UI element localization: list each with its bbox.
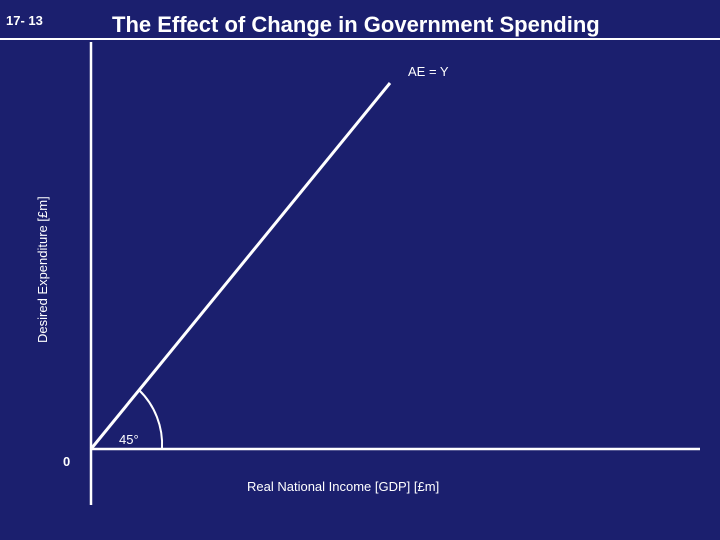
angle-label: 45° xyxy=(119,432,139,447)
y-axis-label: Desired Expenditure [£m] xyxy=(35,196,50,343)
x-axis-label: Real National Income [GDP] [£m] xyxy=(247,479,439,494)
ae-equals-y-line xyxy=(89,82,392,450)
origin-label: 0 xyxy=(63,454,70,469)
title-divider xyxy=(0,38,720,40)
ae-equals-y-label: AE = Y xyxy=(408,64,449,79)
slide-number: 17- 13 xyxy=(6,13,43,28)
slide-title: The Effect of Change in Government Spend… xyxy=(112,12,600,37)
angle-arc xyxy=(138,389,164,450)
